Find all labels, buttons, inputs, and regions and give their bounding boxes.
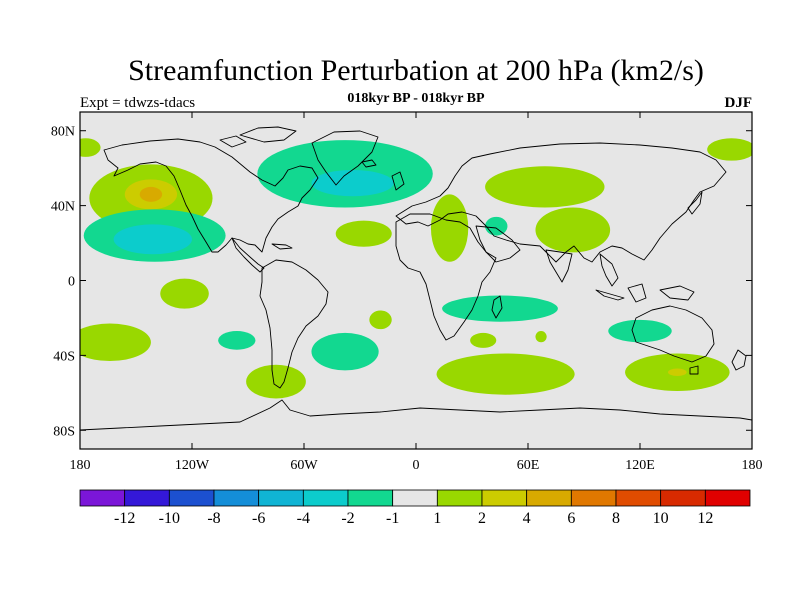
- contour-region-18: [535, 207, 611, 253]
- colorbar-label-2: -8: [207, 510, 220, 527]
- period-label: 018kyr BP - 018kyr BP: [347, 91, 485, 106]
- lon-tick-label-6: 180: [742, 458, 763, 473]
- contour-region-17: [485, 166, 605, 208]
- lon-tick-label-3: 0: [413, 458, 420, 473]
- contour-region-23: [608, 319, 672, 343]
- colorbar-label-5: -2: [341, 510, 354, 527]
- map-title: Streamfunction Perturbation at 200 hPa (…: [128, 54, 704, 87]
- colorbar-label-13: 12: [697, 510, 713, 527]
- contour-region-9: [246, 364, 306, 399]
- lon-tick-label-0: 180: [70, 458, 91, 473]
- colorbar-swatch-13: [660, 489, 706, 507]
- colorbar-swatch-0: [79, 489, 126, 507]
- colorbar-label-10: 6: [567, 510, 575, 527]
- lon-tick-label-4: 60E: [517, 458, 540, 473]
- contour-region-2: [139, 186, 163, 202]
- colorbar-label-8: 2: [478, 510, 486, 527]
- experiment-label: Expt = tdwzs-tdacs: [80, 95, 195, 111]
- colorbar-label-4: -4: [297, 510, 310, 527]
- lon-tick-label-1: 120W: [175, 458, 210, 473]
- contour-region-25: [668, 368, 687, 376]
- lat-tick-label-0: 80N: [51, 125, 75, 140]
- colorbar-label-1: -10: [159, 510, 180, 527]
- contour-region-19: [442, 295, 558, 322]
- colorbar-label-6: -1: [386, 510, 399, 527]
- colorbar-swatch-8: [436, 489, 483, 507]
- contour-region-6: [160, 278, 209, 309]
- colorbar-swatch-5: [302, 489, 349, 507]
- contour-region-7: [80, 323, 151, 361]
- colorbar-swatch-12: [615, 489, 662, 507]
- colorbar-swatch-2: [168, 489, 215, 507]
- colorbar-swatch-4: [258, 489, 304, 507]
- lat-tick-label-2: 0: [68, 275, 75, 290]
- colorbar-label-11: 8: [612, 510, 620, 527]
- colorbar-swatch-6: [347, 489, 394, 507]
- contour-region-22: [436, 353, 575, 395]
- contour-region-21: [535, 331, 547, 343]
- contour-region-13: [311, 332, 379, 371]
- coastlines: [80, 126, 752, 431]
- colorbar-swatch-10: [526, 489, 572, 507]
- longitude-axis: 180 120W 60W 0 60E 120E 180: [70, 112, 763, 473]
- latitude-axis: 80N 40N 0 40S 80S: [51, 125, 752, 439]
- lon-tick-label-2: 60W: [290, 458, 318, 473]
- lon-tick-label-5: 120E: [625, 458, 655, 473]
- contour-region-26: [707, 138, 752, 161]
- colorbar-label-7: 1: [433, 510, 441, 527]
- contour-region-5: [113, 224, 192, 255]
- colorbar-label-12: 10: [653, 510, 669, 527]
- season-label: DJF: [725, 95, 753, 111]
- contour-region-12: [335, 220, 392, 247]
- colorbar-swatch-14: [704, 489, 751, 507]
- colorbar-swatch-1: [124, 489, 170, 507]
- contour-region-16: [485, 216, 508, 236]
- colorbar-swatch-11: [570, 489, 617, 507]
- lat-tick-label-4: 80S: [53, 424, 75, 439]
- colorbar-swatch-7: [392, 489, 438, 507]
- colorbar-swatch-3: [213, 489, 260, 507]
- contour-region-8: [218, 331, 256, 350]
- colorbar-label-3: -6: [252, 510, 265, 527]
- map-area: [79, 111, 753, 450]
- colorbar: -12 -10 -8 -6 -4 -2 -1 1 2 4 6 8 10 12: [79, 489, 751, 527]
- lat-tick-label-1: 40N: [51, 200, 75, 215]
- contour-region-3: [80, 138, 101, 157]
- colorbar-swatch-9: [481, 489, 528, 507]
- contour-region-20: [470, 332, 497, 348]
- colorbar-label-0: -12: [114, 510, 135, 527]
- contour-region-15: [430, 194, 469, 262]
- contour-region-11: [311, 170, 394, 197]
- lat-tick-label-3: 40S: [53, 349, 75, 364]
- colorbar-label-9: 4: [523, 510, 531, 527]
- contour-region-14: [369, 310, 392, 330]
